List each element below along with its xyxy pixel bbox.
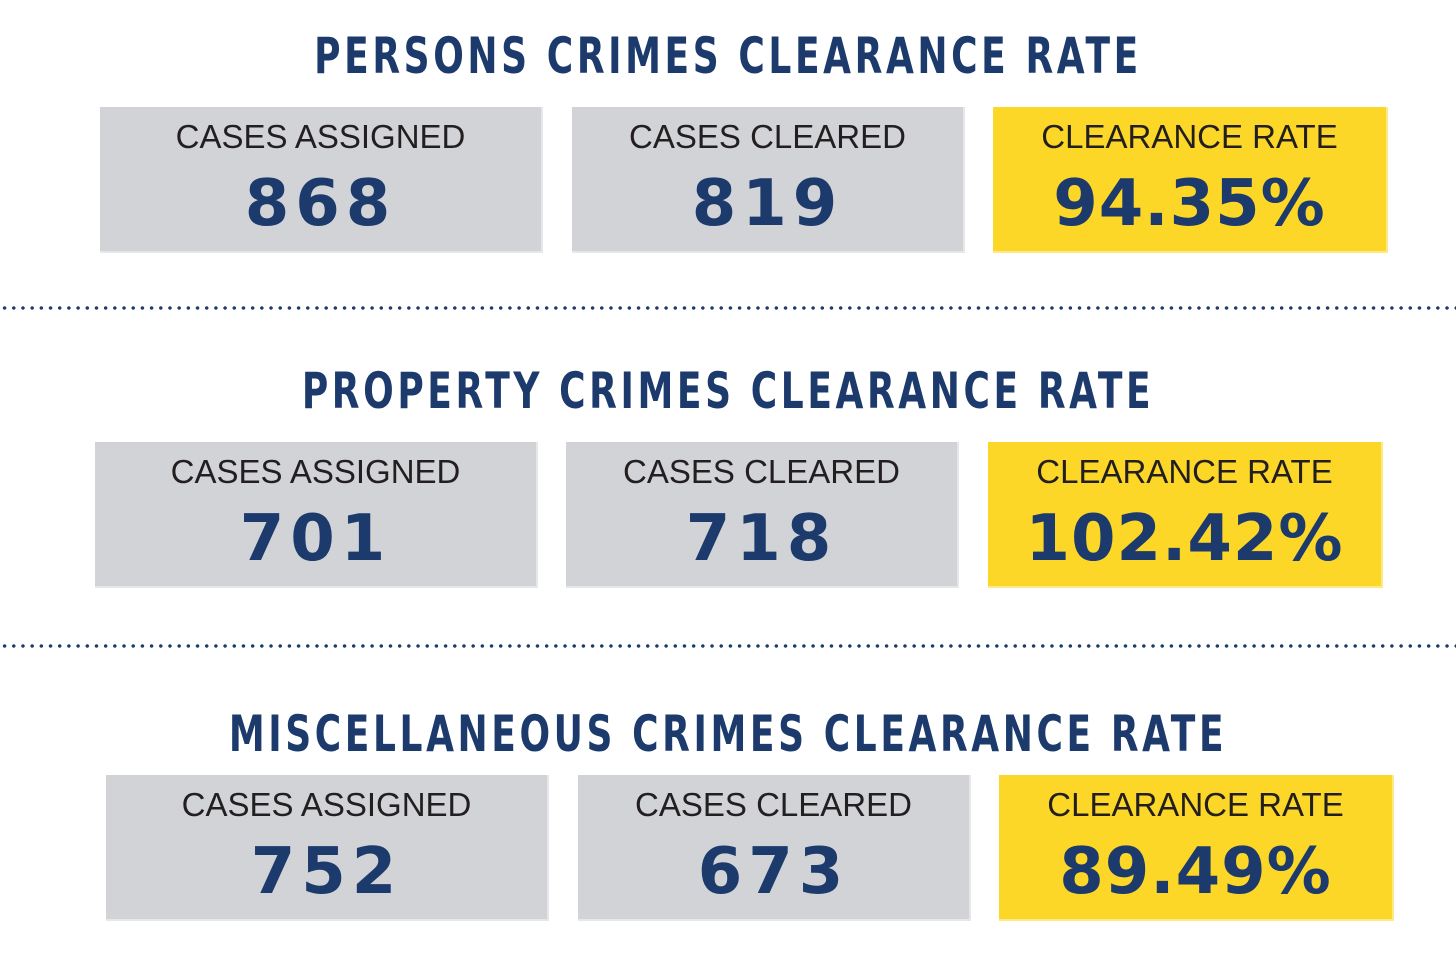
clearance-rate-label: CLEARANCE RATE — [1047, 786, 1344, 823]
cases-cleared-label: CASES CLEARED — [623, 453, 900, 490]
cases-cleared-value: 819 — [691, 167, 844, 241]
dotted-divider — [0, 644, 1456, 648]
cases-assigned-label: CASES ASSIGNED — [181, 786, 472, 823]
section-title-persons: PERSONS CRIMES CLEARANCE RATE — [314, 27, 1142, 85]
miscellaneous-clearance-rate-card: CLEARANCE RATE 89.49% — [999, 775, 1394, 921]
clearance-rate-label: CLEARANCE RATE — [1036, 453, 1333, 490]
persons-clearance-rate-card: CLEARANCE RATE 94.35% — [993, 107, 1388, 253]
cases-cleared-label: CASES CLEARED — [629, 118, 906, 155]
cases-cleared-value: 673 — [697, 835, 850, 909]
property-clearance-rate-card: CLEARANCE RATE 102.42% — [988, 442, 1383, 588]
cases-assigned-value: 868 — [244, 167, 397, 241]
cases-assigned-value: 701 — [239, 502, 392, 576]
section-title-property: PROPERTY CRIMES CLEARANCE RATE — [301, 362, 1155, 420]
cases-cleared-label: CASES CLEARED — [635, 786, 912, 823]
persons-cases-cleared-card: CASES CLEARED 819 — [572, 107, 965, 253]
clearance-rate-value: 102.42% — [1025, 502, 1344, 576]
cases-assigned-label: CASES ASSIGNED — [175, 118, 466, 155]
miscellaneous-cases-assigned-card: CASES ASSIGNED 752 — [106, 775, 549, 921]
property-cases-cleared-card: CASES CLEARED 718 — [566, 442, 959, 588]
persons-cases-assigned-card: CASES ASSIGNED 868 — [100, 107, 543, 253]
property-cases-assigned-card: CASES ASSIGNED 701 — [95, 442, 538, 588]
clearance-rate-value: 89.49% — [1059, 835, 1332, 909]
miscellaneous-cases-cleared-card: CASES CLEARED 673 — [578, 775, 971, 921]
cases-assigned-value: 752 — [250, 835, 403, 909]
section-title-miscellaneous: MISCELLANEOUS CRIMES CLEARANCE RATE — [228, 705, 1228, 763]
clearance-rate-value: 94.35% — [1053, 167, 1326, 241]
clearance-rate-label: CLEARANCE RATE — [1041, 118, 1338, 155]
cases-assigned-label: CASES ASSIGNED — [170, 453, 461, 490]
dotted-divider — [0, 306, 1456, 310]
cases-cleared-value: 718 — [685, 502, 838, 576]
